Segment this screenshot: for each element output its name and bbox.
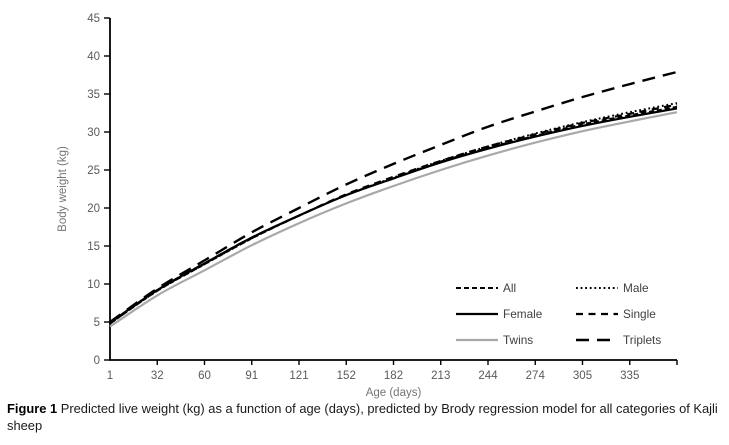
x-axis-tick-label: 121 — [289, 370, 308, 382]
legend-label-male: Male — [623, 281, 649, 295]
x-axis-tick-label: 244 — [478, 370, 498, 382]
y-axis-tick-label: 5 — [94, 317, 100, 329]
body-weight-line-chart: 0 5 10 15 20 25 30 35 40 45 1 32 60 91 121 152 182 213 244… — [57, 13, 678, 399]
x-axis-tick-label: 60 — [198, 370, 211, 382]
figure-caption-text: Predicted live weight (kg) as a function… — [7, 401, 718, 433]
y-axis-tick-label: 15 — [87, 241, 100, 253]
figure-caption-label: Figure 1 — [7, 401, 58, 416]
series-line-all — [109, 105, 678, 325]
legend-label-female: Female — [503, 307, 543, 321]
legend-label-single: Single — [623, 307, 656, 321]
x-axis-title: Age (days) — [366, 387, 422, 399]
legend-label-all: All — [503, 281, 516, 295]
x-axis-tick-label: 1 — [107, 370, 113, 382]
legend-label-triplets: Triplets — [623, 333, 661, 347]
x-axis-tick-label: 152 — [337, 370, 356, 382]
x-axis-tick-label: 335 — [620, 370, 639, 382]
figure-caption: Figure 1 Predicted live weight (kg) as a… — [7, 401, 723, 435]
series-line-female — [109, 107, 678, 324]
legend-label-twins: Twins — [503, 333, 533, 347]
x-axis-tick-label: 305 — [573, 370, 592, 382]
y-axis-tick-label: 20 — [87, 203, 100, 215]
y-axis-title: Body weight (kg) — [57, 146, 69, 232]
y-axis-tick-label: 0 — [94, 355, 100, 367]
axis-lines — [109, 18, 677, 361]
x-axis-tick-label: 91 — [245, 370, 258, 382]
y-axis-tick-label: 30 — [87, 127, 100, 139]
y-axis-tick-label: 25 — [87, 165, 100, 177]
x-axis-tick-label: 182 — [384, 370, 403, 382]
x-axis-tick-label: 213 — [431, 370, 450, 382]
series-line-single — [109, 103, 678, 325]
y-axis-tick-label: 35 — [87, 89, 100, 101]
y-axis-tick-label: 40 — [87, 51, 100, 63]
x-axis-tick-label: 32 — [151, 370, 164, 382]
x-axis-tick-label: 274 — [526, 370, 546, 382]
series-line-triplets — [109, 70, 678, 323]
y-axis-tick-label: 10 — [87, 279, 100, 291]
series-line-twins — [109, 111, 678, 328]
y-axis-tick-label: 45 — [87, 13, 100, 25]
series-line-male — [109, 102, 678, 325]
